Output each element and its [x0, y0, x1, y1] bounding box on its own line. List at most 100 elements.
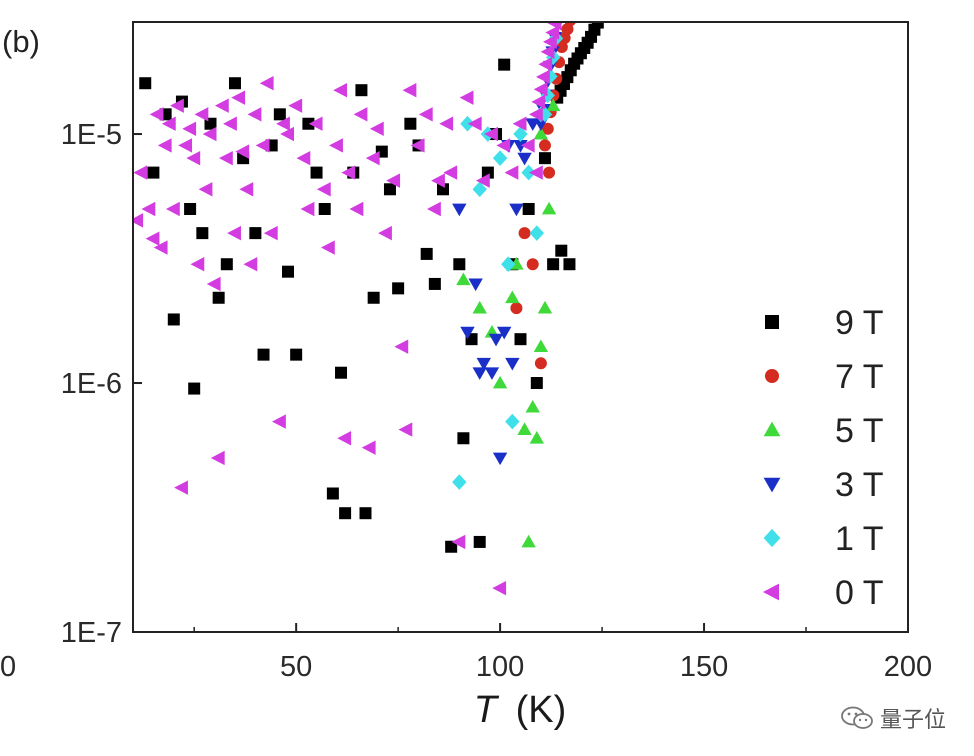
series-9t-point — [355, 84, 368, 97]
legend-1t: 1 T — [763, 520, 884, 558]
series-9t-point — [473, 535, 486, 548]
series-0t-point — [308, 116, 323, 131]
series-9t-point — [481, 166, 494, 179]
series-5t-point — [525, 399, 540, 413]
series-5t-point — [533, 339, 549, 353]
series-9t-point — [555, 244, 568, 257]
series-9t-point — [318, 202, 331, 215]
series-0t-point — [272, 414, 286, 429]
series-3t-point — [492, 452, 508, 466]
series-3t-point — [513, 140, 528, 153]
series-0t-point — [149, 107, 164, 122]
series-0t-point — [349, 201, 364, 217]
series-9t-point — [437, 183, 449, 196]
x-tick-label: 100 — [476, 651, 524, 683]
legend-5t-marker — [763, 421, 781, 437]
series-0t-curve-point — [543, 34, 557, 49]
series-0t-point — [529, 165, 543, 180]
series-7t-point — [543, 166, 556, 179]
series-5t-point — [545, 98, 561, 112]
series-1t-point — [472, 181, 487, 198]
series-0t-point — [475, 173, 490, 188]
series-1t-point — [521, 164, 536, 181]
y-tick-label: 1E-6 — [61, 368, 122, 400]
plot-frame — [132, 21, 909, 633]
series-0t-curve-point — [538, 57, 553, 72]
legend-1t-marker — [763, 528, 781, 548]
series-0t-point — [190, 257, 205, 272]
series-9t-point — [453, 258, 466, 271]
series-0t-point — [410, 138, 425, 153]
series-1t-point — [492, 150, 508, 166]
series-0t-point — [186, 150, 201, 166]
series-3t-point — [505, 357, 520, 371]
series-0t-point — [255, 138, 270, 153]
legend-9t-label: 9 T — [835, 304, 884, 342]
series-0t-point — [161, 116, 176, 131]
series-9t-point — [302, 117, 315, 130]
series-0t-curve-point — [533, 82, 548, 97]
series-9t-point — [563, 258, 576, 271]
series-0t-point — [145, 231, 160, 246]
series-3t-point — [484, 367, 500, 380]
series-0t-curve-point — [536, 69, 550, 85]
series-9t-point — [547, 258, 560, 271]
x-tick-label: 50 — [280, 651, 312, 683]
series-0t-point — [439, 116, 454, 131]
legend: 9 T 7 T 5 T 3 T 1 T 0 T — [762, 304, 884, 612]
series-9t-point — [290, 348, 303, 361]
series-0t-point — [378, 225, 392, 241]
series-1t-point — [529, 225, 545, 241]
series-0t-point — [484, 126, 498, 142]
series-0t-point — [263, 225, 278, 241]
series-5t-point — [537, 300, 553, 314]
series-5t-point — [505, 290, 520, 304]
series-9t-point — [339, 507, 352, 520]
series-9t-point — [326, 487, 339, 500]
series-5t-point — [517, 422, 532, 436]
legend-7t-marker — [765, 369, 779, 383]
legend-0t-label: 0 T — [835, 574, 884, 612]
series-9t-point — [147, 166, 160, 179]
series-0t-point — [320, 240, 335, 255]
x-tick-label: 150 — [680, 651, 728, 683]
series-1t-point — [452, 474, 467, 490]
x-axis-unit: (K) — [516, 689, 567, 731]
series-0t-curve-point — [540, 44, 555, 60]
series-0t-point — [398, 422, 413, 437]
series-0t-point — [353, 107, 368, 122]
series-0t-point — [133, 213, 144, 228]
legend-9t: 9 T — [765, 304, 884, 342]
series-1t-curve-point — [537, 106, 553, 123]
series-0t-point — [418, 107, 433, 122]
series-5t-point — [533, 126, 549, 140]
series-0t-point — [369, 121, 384, 136]
series-0t-point — [178, 138, 193, 153]
series-0t-point — [165, 201, 180, 217]
series-3t-point — [509, 203, 524, 217]
series-0t-point — [386, 173, 401, 188]
series-9t-point — [428, 277, 441, 290]
legend-0t: 0 T — [762, 574, 884, 612]
series-9t-point — [514, 333, 527, 346]
series-9t-curve-point — [591, 22, 604, 29]
series-0t-point — [431, 173, 445, 188]
watermark: 量子位 — [840, 702, 946, 734]
series-3t-point — [496, 326, 512, 340]
series-0t-point — [202, 126, 217, 142]
series-9t-point — [282, 265, 294, 278]
series-0t-point — [227, 225, 241, 241]
series-0t-point — [206, 276, 221, 292]
legend-1t-label: 1 T — [835, 520, 884, 558]
series-0t-point — [243, 257, 258, 272]
series-0t-point — [235, 144, 250, 159]
series-1t-point — [460, 115, 475, 132]
series-9t-point — [220, 258, 233, 271]
series-0t-point — [170, 98, 184, 113]
series-7t-curve-point — [564, 22, 577, 27]
legend-3t: 3 T — [763, 466, 884, 504]
series-9t-point — [383, 183, 396, 196]
series-0t-point — [394, 339, 409, 354]
series-0t-point — [153, 240, 168, 255]
series-9t-point — [273, 108, 286, 121]
